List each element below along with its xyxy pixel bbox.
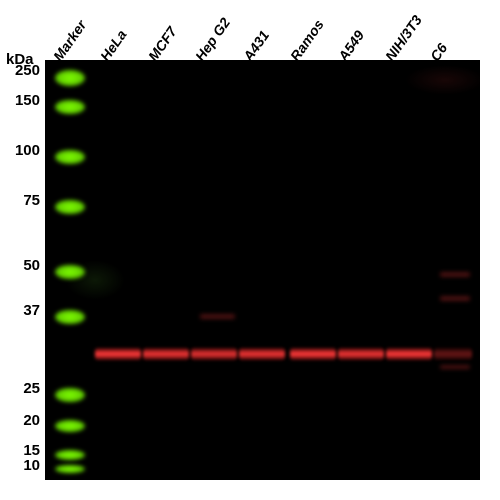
- lane-label: Ramos: [287, 17, 327, 64]
- marker-band: [55, 70, 85, 86]
- mw-label: 20: [10, 412, 40, 429]
- marker-band: [55, 265, 85, 279]
- protein-band: [290, 348, 336, 360]
- protein-band: [434, 348, 472, 360]
- mw-label: 250: [10, 62, 40, 79]
- lane-label: A431: [240, 27, 272, 64]
- marker-band: [55, 150, 85, 164]
- lane-label: HeLa: [97, 27, 130, 64]
- protein-band: [239, 348, 285, 360]
- mw-label: 25: [10, 380, 40, 397]
- faint-band: [200, 314, 235, 319]
- marker-band: [55, 310, 85, 324]
- mw-label: 100: [10, 142, 40, 159]
- protein-band: [338, 348, 384, 360]
- marker-band: [55, 388, 85, 402]
- blot-membrane: [45, 60, 480, 480]
- marker-band: [55, 200, 85, 214]
- mw-label: 37: [10, 302, 40, 319]
- protein-band: [386, 348, 432, 360]
- protein-band: [191, 348, 237, 360]
- faint-band: [440, 365, 470, 369]
- lane-label: NIH/3T3: [382, 12, 425, 64]
- faint-band: [440, 296, 470, 301]
- marker-band: [55, 465, 85, 473]
- mw-label: 10: [10, 457, 40, 474]
- marker-band: [55, 100, 85, 114]
- mw-label: 150: [10, 92, 40, 109]
- faint-band: [440, 272, 470, 277]
- mw-label: 50: [10, 257, 40, 274]
- lane-label: Marker: [50, 17, 89, 64]
- lane-label: MCF7: [145, 24, 180, 64]
- marker-band: [55, 420, 85, 432]
- western-blot-figure: kDa 25015010075503725201510 MarkerHeLaMC…: [0, 0, 500, 500]
- protein-band: [143, 348, 189, 360]
- protein-band: [95, 348, 141, 360]
- lane-label: A549: [335, 27, 367, 64]
- marker-band: [55, 450, 85, 460]
- mw-label: 75: [10, 192, 40, 209]
- lane-label: Hep G2: [192, 15, 233, 64]
